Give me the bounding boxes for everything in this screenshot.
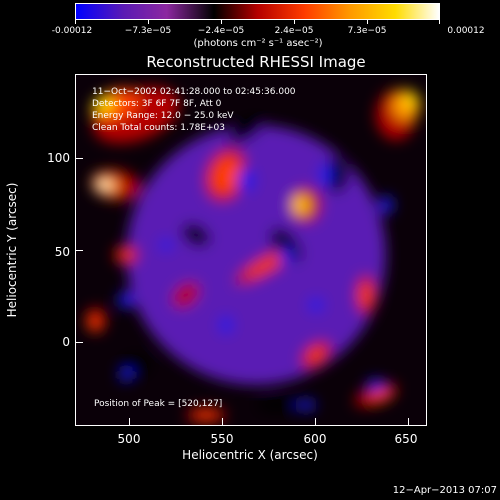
y-tick <box>75 158 83 159</box>
emission-blob <box>279 246 293 264</box>
y-tick <box>75 342 83 343</box>
emission-blob <box>119 250 133 260</box>
x-tick-label: 600 <box>303 432 327 446</box>
emission-blob <box>237 168 255 192</box>
emission-blob <box>159 239 173 251</box>
emission-blob <box>228 117 264 143</box>
colorbar-units: (photons cm⁻² s⁻¹ asec⁻²) <box>193 38 323 49</box>
colorbar-tick <box>367 19 368 24</box>
emission-blob <box>172 282 200 308</box>
x-tick-label: 550 <box>210 432 234 446</box>
colorbar <box>75 3 440 20</box>
timestamp: 12−Apr−2013 07:07 <box>392 485 497 496</box>
info-detectors: Detectors: 3F 6F 7F 8F, Att 0 <box>92 99 222 109</box>
colorbar-tick-label: -0.00012 <box>51 26 93 36</box>
emission-blob <box>182 223 210 247</box>
rhessi-image <box>76 75 426 425</box>
emission-blob <box>367 379 385 391</box>
x-tick <box>129 418 130 426</box>
y-axis-label: Heliocentric Y (arcsec) <box>5 182 19 318</box>
emission-blob <box>211 155 241 195</box>
emission-blob <box>219 316 233 334</box>
image-emission <box>86 86 420 423</box>
image-plot: 11−Oct−2002 02:41:28.000 to 02:45:36.000… <box>75 74 427 426</box>
emission-blob <box>195 411 217 419</box>
colorbar-tick <box>148 19 149 24</box>
emission-blob <box>296 400 316 410</box>
info-counts: Clean Total counts: 1.78E+03 <box>92 123 225 133</box>
x-tick <box>315 418 316 426</box>
emission-blob <box>126 125 386 385</box>
emission-blob <box>92 96 116 114</box>
colorbar-tick-label: 0.00012 <box>447 26 485 36</box>
colorbar-tick <box>221 19 222 24</box>
x-axis-label: Heliocentric X (arcsec) <box>182 448 318 462</box>
colorbar-tick <box>294 19 295 24</box>
emission-blob <box>119 369 133 381</box>
x-tick-label: 500 <box>117 432 141 446</box>
emission-blob <box>256 397 296 413</box>
emission-blob <box>308 298 324 312</box>
y-tick-label: 0 <box>62 335 70 349</box>
emission-blob <box>270 228 302 262</box>
info-time-range: 11−Oct−2002 02:41:28.000 to 02:45:36.000 <box>92 87 296 97</box>
emission-blob <box>296 199 306 211</box>
colorbar-tick <box>439 19 440 24</box>
y-tick <box>75 250 83 251</box>
emission-blob <box>97 179 111 191</box>
x-tick <box>408 418 409 426</box>
emission-blob <box>379 196 393 214</box>
emission-blob <box>118 292 134 308</box>
plot-title: Reconstructed RHESSI Image <box>146 53 366 71</box>
colorbar-tick-label: 7.3e−05 <box>347 26 387 36</box>
emission-blob <box>369 390 393 404</box>
emission-blob <box>244 251 288 279</box>
colorbar-tick-label: −7.3e−05 <box>124 26 172 36</box>
emission-blob <box>88 315 100 331</box>
y-tick-label: 100 <box>47 151 70 165</box>
info-peak-position: Position of Peak = [520,127] <box>94 399 223 409</box>
x-tick <box>222 418 223 426</box>
y-tick-label: 50 <box>54 245 70 259</box>
emission-blob <box>360 282 372 308</box>
colorbar-tick-label: 2.4e−05 <box>274 26 314 36</box>
emission-blob <box>404 92 418 108</box>
info-energy-range: Energy Range: 12.0 − 25.0 keV <box>92 111 234 121</box>
x-tick-label: 650 <box>394 432 418 446</box>
colorbar-tick-label: −2.4e−05 <box>197 26 245 36</box>
emission-blob <box>319 163 333 187</box>
emission-blob <box>307 347 325 363</box>
colorbar-tick <box>75 19 76 24</box>
